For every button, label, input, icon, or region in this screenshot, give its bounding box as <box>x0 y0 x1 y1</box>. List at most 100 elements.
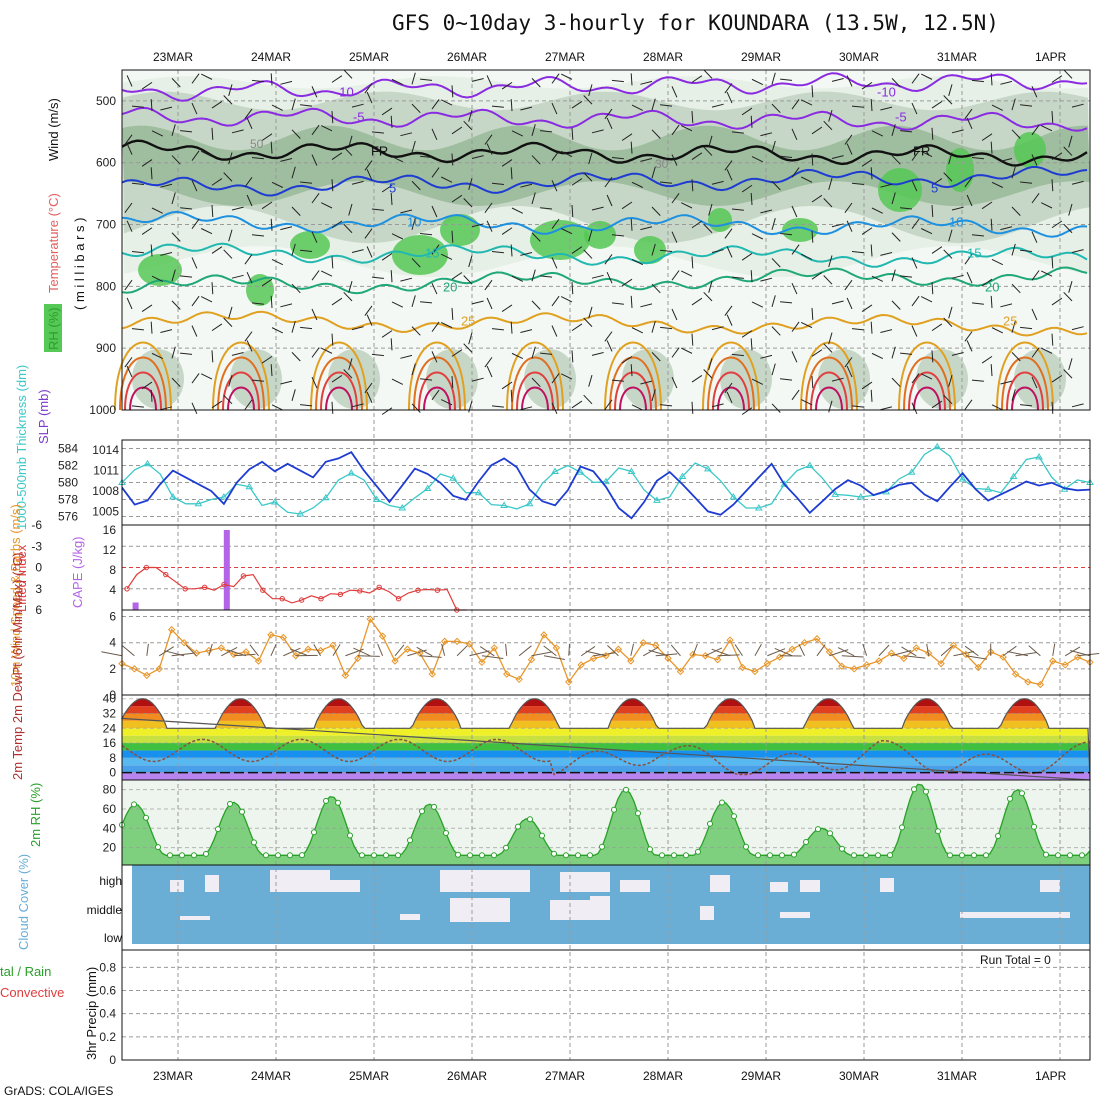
wind-barb <box>411 326 421 336</box>
wind-barb-10m <box>891 650 912 657</box>
wind-barb <box>931 350 934 363</box>
wind-barb <box>463 120 473 131</box>
rh2m-point <box>215 826 221 833</box>
slp-tick-label: 1005 <box>92 504 119 518</box>
wind-barb <box>411 218 416 230</box>
wind-barb <box>244 399 253 410</box>
wind-barb <box>591 274 604 279</box>
warm-loop-line <box>408 341 466 411</box>
thickness-point <box>1009 472 1018 480</box>
wind-barb <box>1000 80 1013 85</box>
rh2m-point <box>539 832 545 839</box>
wind-tick-label: 6 <box>109 610 116 624</box>
rh2m-point <box>407 837 413 844</box>
rh2m-point <box>251 839 257 846</box>
wind-barb <box>811 194 823 203</box>
thickness-point <box>831 490 840 497</box>
rh2m-point <box>923 788 929 795</box>
rh-high-blob <box>634 236 666 264</box>
lifted-index-point <box>298 597 305 603</box>
warm-loop-line <box>898 341 956 411</box>
wind-barb <box>366 391 373 404</box>
wind-speed-point <box>862 661 871 669</box>
wind-barb <box>951 274 964 279</box>
wind-barb <box>391 301 404 308</box>
warm-loop-line <box>124 371 162 411</box>
rh2m-point <box>803 839 809 845</box>
wind-barb <box>451 376 454 389</box>
wind-barb-10m <box>505 643 508 656</box>
cloud-gap <box>620 880 650 892</box>
wind-barb <box>510 244 513 257</box>
wind-barb-10m <box>289 648 309 657</box>
wind-barb <box>751 78 764 86</box>
wind-barb <box>251 379 264 382</box>
wind-speed-point <box>465 640 474 648</box>
rh2m-point <box>635 810 641 817</box>
wind-barb <box>604 399 613 410</box>
wind-barb-10m <box>926 643 930 656</box>
wind-barb <box>861 159 873 167</box>
wind-barb <box>800 399 813 406</box>
wind-barb-10m <box>964 645 979 657</box>
lifted-index-point <box>201 584 208 590</box>
wind-barb <box>311 308 318 321</box>
wind-barb-10m <box>531 651 553 657</box>
pressure-tick-label: 900 <box>96 341 116 355</box>
wind-barb <box>1040 125 1053 132</box>
warm-loop-line <box>805 356 853 411</box>
isotherm-line <box>121 210 1088 238</box>
wind-barb <box>191 257 198 269</box>
wind-barb <box>200 296 213 303</box>
wind-barb <box>611 302 624 305</box>
lifted-index-point <box>434 587 441 593</box>
wind-barb <box>691 220 703 229</box>
warm-loop-line <box>707 356 755 411</box>
wind-barb <box>491 250 504 254</box>
wind-speed-point <box>254 657 263 665</box>
slp-ylabel: SLP (mb) <box>36 389 51 444</box>
wind-barb <box>1051 297 1063 306</box>
wind-barb <box>900 275 913 278</box>
wind-barb <box>846 220 853 232</box>
lifted-index-point <box>240 573 247 579</box>
wind-barb <box>731 276 744 279</box>
thickness-point <box>907 468 916 475</box>
wind-ylabel: 10m Wind Speed & Barbs (m/s) <box>8 504 23 687</box>
wind-barb <box>671 124 680 136</box>
wind-speed-point <box>1073 653 1082 661</box>
wind-barb <box>451 272 463 280</box>
wind-barb <box>640 158 653 162</box>
wind-barb <box>1011 243 1016 256</box>
wind-barb <box>943 317 953 327</box>
wind-speed-point <box>738 663 747 672</box>
cape-bar <box>132 602 139 610</box>
wind-barb <box>431 128 438 141</box>
isotherm-label: -5 <box>353 109 365 124</box>
wind-barb <box>943 249 953 259</box>
wind-barb <box>588 306 593 319</box>
wind-barb <box>191 295 200 307</box>
wind-barb-10m <box>878 644 890 657</box>
wind-barb <box>651 352 661 362</box>
wind-barb <box>331 333 334 346</box>
warm-loop-line <box>1006 371 1044 411</box>
wind-barb <box>244 176 253 188</box>
thickness-point <box>321 493 330 501</box>
wind-barb <box>871 275 884 282</box>
wind-barb <box>223 172 233 182</box>
wind-barb <box>420 301 433 304</box>
wind-barb <box>411 140 416 153</box>
wind-speed-point <box>565 678 573 686</box>
thickness-point <box>372 495 381 502</box>
wind-barb <box>228 229 233 242</box>
wind-barb <box>708 281 713 293</box>
wind-barb <box>211 204 214 218</box>
wind-barb <box>611 379 624 382</box>
date-label-bottom: 23MAR <box>153 1069 193 1083</box>
wind-barb <box>400 209 413 214</box>
wind-barb-10m <box>1077 653 1100 657</box>
wind-barb <box>211 127 214 140</box>
lifted-index-point <box>124 586 130 592</box>
wind-barb <box>510 99 513 112</box>
